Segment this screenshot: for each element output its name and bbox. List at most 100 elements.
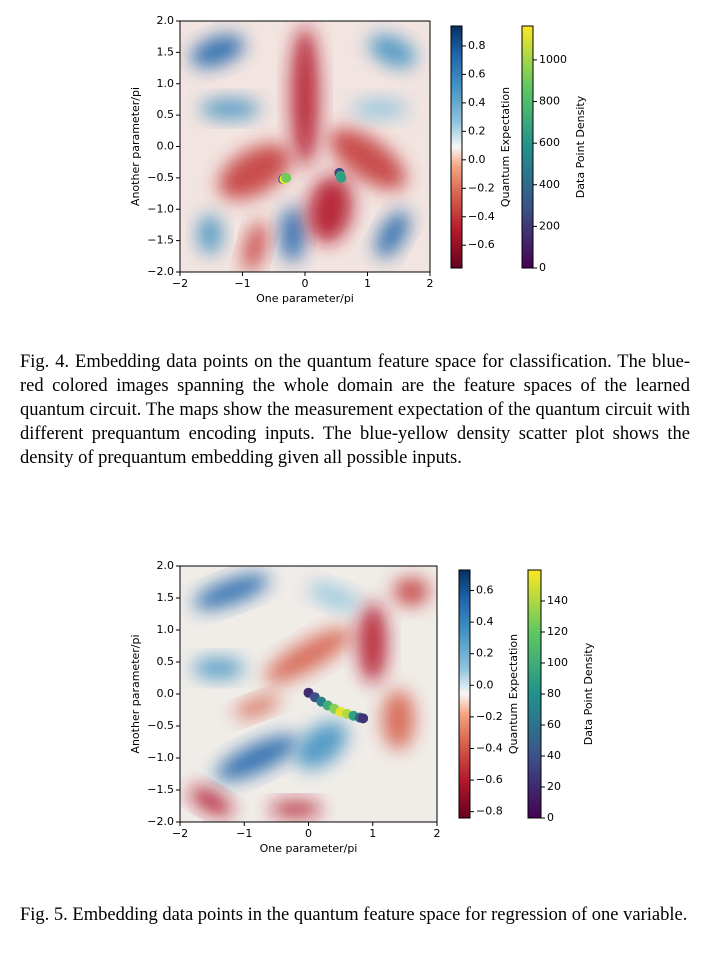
y-tick-label: 0.5 — [157, 655, 175, 668]
field-blob — [369, 34, 416, 68]
colorbar-tick-label: −0.2 — [468, 181, 495, 194]
x-tick-label: 1 — [369, 827, 376, 840]
y-tick-label: −2.0 — [147, 265, 174, 278]
field-blob — [198, 214, 222, 255]
colorbar-tick-label: 0.4 — [468, 96, 486, 109]
field-blob — [375, 211, 410, 258]
y-tick-label: 2.0 — [157, 14, 175, 27]
x-tick-label: −1 — [236, 827, 252, 840]
y-tick-label: −1.0 — [147, 751, 174, 764]
colorbar-label: Data Point Density — [574, 95, 587, 198]
heatmap — [180, 21, 430, 272]
field-blob — [328, 128, 407, 190]
x-tick-label: 0 — [305, 827, 312, 840]
colorbar-tick-label: 0.6 — [468, 67, 486, 80]
x-tick-label: −1 — [234, 277, 250, 290]
field-blob — [190, 34, 245, 68]
field-blob — [218, 143, 292, 200]
colorbar — [527, 569, 542, 819]
field-blob — [393, 577, 430, 606]
y-tick-label: −0.5 — [147, 719, 174, 732]
colorbar-tick-label: 0.2 — [468, 124, 486, 137]
colorbar-tick-label: 1000 — [539, 53, 567, 66]
colorbar-tick-label: 0.2 — [476, 647, 494, 660]
y-tick-label: 2.0 — [157, 559, 175, 572]
field-blob — [264, 627, 353, 684]
colorbar-tick-label: 0 — [539, 261, 546, 274]
field-blob — [280, 206, 305, 263]
colorbar-tick-label: 0.0 — [476, 678, 494, 691]
y-tick-label: 1.5 — [157, 45, 175, 58]
colorbar-tick-label: 120 — [547, 625, 568, 638]
y-tick-label: −0.5 — [147, 171, 174, 184]
field-blob — [215, 735, 299, 781]
field-blob — [352, 98, 408, 119]
y-tick-label: 1.0 — [157, 623, 175, 636]
field-blob — [234, 695, 280, 718]
colorbar-tick-label: 600 — [539, 136, 560, 149]
colorbar-tick-label: −0.8 — [476, 805, 503, 818]
y-tick-label: 1.5 — [157, 591, 175, 604]
field-blob — [382, 689, 415, 750]
y-tick-label: −1.5 — [147, 783, 174, 796]
x-tick-label: 0 — [302, 277, 309, 290]
colorbar-label: Data Point Density — [582, 642, 595, 745]
colorbar-tick-label: 100 — [547, 656, 568, 669]
y-tick-label: −2.0 — [147, 815, 174, 828]
colorbar-tick-label: 0 — [547, 811, 554, 824]
field-blob — [307, 175, 353, 243]
x-axis-label: One parameter/pi — [256, 292, 354, 305]
y-tick-label: −1.0 — [147, 202, 174, 215]
colorbar-tick-label: 800 — [539, 95, 560, 108]
colorbar-tick-label: 80 — [547, 687, 561, 700]
y-axis-label: Another parameter/pi — [129, 634, 142, 753]
caption: Fig. 4. Embedding data points on the qua… — [20, 352, 690, 468]
colorbar-tick-label: 400 — [539, 178, 560, 191]
colorbar-tick-label: −0.6 — [468, 238, 495, 251]
y-tick-label: 0.0 — [157, 687, 175, 700]
field-blob — [291, 26, 319, 167]
colorbar-tick-label: 20 — [547, 780, 561, 793]
x-axis-label: One parameter/pi — [260, 842, 358, 855]
field-blob — [193, 573, 270, 610]
colorbar-tick-label: 200 — [539, 219, 560, 232]
colorbar-tick-label: 40 — [547, 749, 561, 762]
field-blob — [307, 583, 361, 611]
x-tick-label: 2 — [434, 827, 441, 840]
y-tick-label: −1.5 — [147, 234, 174, 247]
field-blob — [200, 98, 260, 119]
colorbar-label: Quantum Expectation — [499, 87, 512, 207]
x-tick-label: −2 — [172, 827, 188, 840]
x-tick-label: 2 — [427, 277, 434, 290]
y-tick-label: 0.0 — [157, 140, 175, 153]
field-blob — [358, 602, 387, 683]
x-tick-label: 1 — [364, 277, 371, 290]
field-blob — [192, 658, 245, 679]
colorbar-label: Quantum Expectation — [507, 634, 520, 754]
colorbar-tick-label: 140 — [547, 594, 568, 607]
colorbar-tick-label: 0.0 — [468, 153, 486, 166]
colorbar — [450, 25, 463, 269]
colorbar — [521, 25, 534, 269]
field-blob — [243, 221, 267, 272]
colorbar — [458, 569, 471, 819]
colorbar-tick-label: −0.2 — [476, 710, 503, 723]
colorbar-tick-label: 60 — [547, 718, 561, 731]
scatter-point — [336, 172, 347, 183]
scatter-point — [358, 713, 369, 724]
colorbar-tick-label: −0.4 — [476, 741, 503, 754]
y-tick-label: 1.0 — [157, 77, 175, 90]
y-axis-label: Another parameter/pi — [129, 87, 142, 206]
colorbar-tick-label: −0.4 — [468, 210, 495, 223]
colorbar-tick-label: 0.6 — [476, 584, 494, 597]
x-tick-label: −2 — [172, 277, 188, 290]
field-blob — [269, 801, 322, 818]
scatter-point — [281, 172, 292, 183]
field-blob — [189, 786, 233, 817]
caption: Fig. 5. Embedding data points in the qua… — [20, 905, 688, 925]
colorbar-tick-label: 0.8 — [468, 39, 486, 52]
colorbar-tick-label: 0.4 — [476, 615, 494, 628]
colorbar-tick-label: −0.6 — [476, 773, 503, 786]
